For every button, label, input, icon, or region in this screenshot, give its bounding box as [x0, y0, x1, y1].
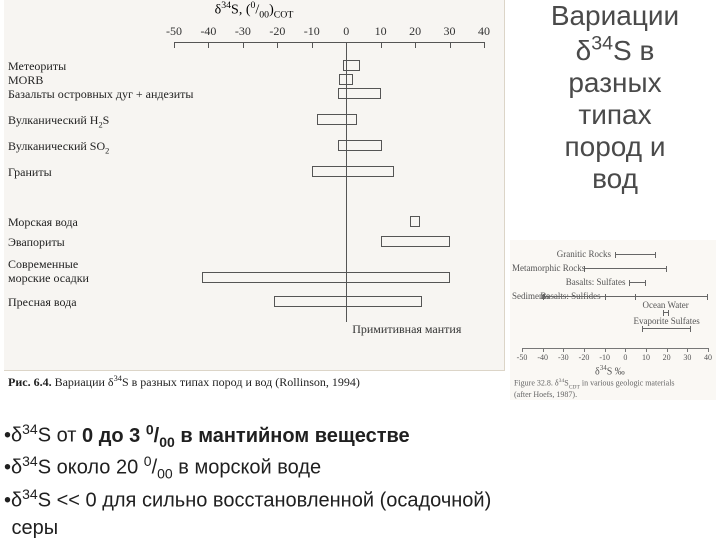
category-label: Морская вода [8, 215, 78, 230]
range-bar [312, 166, 395, 177]
category-label: Вулканический H2S [8, 113, 109, 129]
title-line: пород и [564, 131, 665, 162]
range-bar [274, 296, 422, 307]
mini-tick-label: 0 [623, 353, 627, 362]
tick [484, 42, 485, 48]
tick-label: -50 [166, 24, 182, 39]
range-bar [338, 88, 381, 99]
mini-tick [522, 348, 523, 352]
mini-range-bar [543, 296, 708, 297]
mini-range-bar [663, 312, 669, 313]
mini-tick [646, 348, 647, 352]
mini-tick [687, 348, 688, 352]
category-label: морские осадки [8, 271, 89, 286]
mini-chart: Granitic Rocks Metamorphic Rocks Basalts: … [510, 240, 716, 400]
tick-label: 10 [375, 24, 387, 39]
mini-x-axis [522, 348, 708, 349]
page-title: Вариации δ34S в разных типах пород и вод [510, 0, 720, 195]
tick-label: -30 [235, 24, 251, 39]
mini-tick [667, 348, 668, 352]
mini-tick [563, 348, 564, 352]
mini-category-label: Granitic Rocks [557, 249, 611, 259]
bullet-item: •δ34S от 0 до 3 0/00 в мантийном веществ… [0, 420, 720, 452]
title-line: вод [592, 163, 638, 194]
tick [243, 42, 244, 48]
mini-tick-label: -40 [537, 353, 548, 362]
mini-tick-label: 40 [704, 353, 712, 362]
primitive-mantle-label: Примитивная мантия [352, 322, 461, 337]
x-axis [174, 42, 484, 43]
bullet-item: •δ34S около 20 0/00 в морской воде [0, 452, 720, 484]
tick [381, 42, 382, 48]
mini-category-label: Sediments [512, 291, 550, 301]
mini-tick-label: -50 [517, 353, 528, 362]
figure-caption: Рис. 6.4. Вариации δ34S в разных типах п… [8, 374, 508, 390]
mini-category-label: Metamorphic Rocks [512, 263, 585, 273]
category-label: MORB [8, 73, 43, 88]
category-label: Граниты [8, 165, 52, 180]
mini-tick-label: -20 [579, 353, 590, 362]
bullet-list: •δ34S от 0 до 3 0/00 в мантийном веществ… [0, 420, 720, 540]
range-bar [410, 216, 420, 227]
mini-range-bar [629, 282, 646, 283]
tick-label: 30 [444, 24, 456, 39]
range-bar [343, 60, 360, 71]
mini-category-label: Evaporite Sulfates [612, 316, 720, 326]
mini-tick [625, 348, 626, 352]
title-line: разных [568, 67, 661, 98]
mini-tick-label: 20 [663, 353, 671, 362]
category-label: Современные [8, 257, 78, 272]
mini-tick [605, 348, 606, 352]
category-label: Метеориты [8, 59, 66, 74]
mini-range-bar [615, 254, 656, 255]
tick-label: -40 [200, 24, 216, 39]
tick [174, 42, 175, 48]
range-bar [317, 114, 357, 125]
mini-category-label: Ocean Water [611, 300, 720, 310]
title-line: δ34S в [576, 35, 655, 66]
bullet-item: •δ34S << 0 для сильно восстановленной (о… [0, 485, 720, 540]
axis-title: δ34S, (0/00)COT [4, 0, 504, 20]
mini-category-label: Basalts: Sulfates [566, 277, 626, 287]
mini-range-bar [584, 268, 667, 269]
title-line: типах [578, 99, 651, 130]
mini-axis-title: δ34S ‰ [595, 364, 625, 377]
tick [312, 42, 313, 48]
mini-tick [584, 348, 585, 352]
category-label: Эвапориты [8, 235, 65, 250]
mini-tick-label: -30 [558, 353, 569, 362]
tick [415, 42, 416, 48]
tick-label: -20 [269, 24, 285, 39]
range-bar [202, 272, 450, 283]
mini-tick-label: -10 [599, 353, 610, 362]
tick [208, 42, 209, 48]
mini-tick [708, 348, 709, 352]
mini-tick [543, 348, 544, 352]
main-chart: δ34S, (0/00)COT Примитивная мантия -50 -4… [4, 0, 505, 371]
range-bar [381, 236, 450, 247]
tick-label: 20 [409, 24, 421, 39]
mini-tick-label: 10 [642, 353, 650, 362]
range-bar [339, 74, 353, 85]
tick-label: -10 [304, 24, 320, 39]
tick [277, 42, 278, 48]
mini-range-bar [642, 328, 692, 329]
mini-tick-label: 30 [683, 353, 691, 362]
range-bar [338, 140, 383, 151]
category-label: Вулканический SO2 [8, 139, 109, 155]
tick [450, 42, 451, 48]
tick-label: 40 [478, 24, 490, 39]
category-label: Пресная вода [8, 295, 77, 310]
title-line: Вариации [551, 0, 679, 31]
mini-caption: Figure 32.8. δ34SCDT in various geologic… [514, 378, 714, 399]
tick-label: 0 [343, 24, 349, 39]
category-label: Базальты островных дуг + андезиты [8, 87, 193, 102]
